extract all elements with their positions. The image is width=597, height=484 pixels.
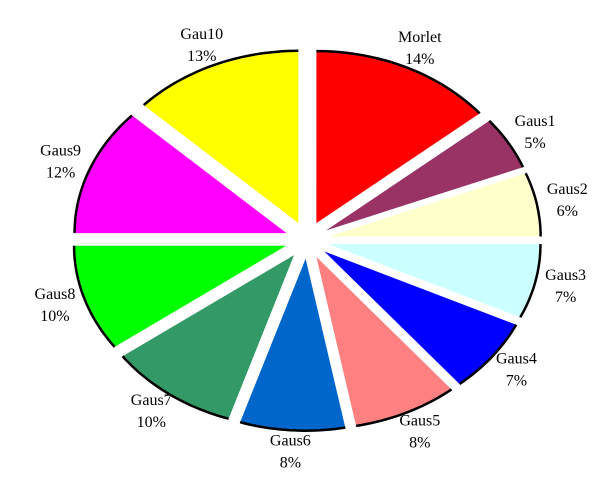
slice-label: Gau10 <box>180 26 223 43</box>
pie-slice <box>74 115 287 234</box>
pie-slice <box>316 256 452 426</box>
slice-edge <box>121 355 229 420</box>
slice-value-label: 7% <box>506 373 527 390</box>
slice-value-label: 8% <box>409 434 430 451</box>
slice-edge <box>316 49 481 115</box>
pie-slice <box>325 120 523 231</box>
slice-value-label: 5% <box>524 135 545 152</box>
slice-value-label: 6% <box>557 203 578 220</box>
pie-slice <box>122 255 295 419</box>
slice-edge <box>524 172 542 237</box>
pie-slice <box>324 251 517 384</box>
slice-edge <box>73 114 133 234</box>
slice-edge <box>72 245 116 348</box>
slice-value-label: 10% <box>137 414 166 431</box>
slice-label: Gaus7 <box>131 392 172 409</box>
pie-slice <box>74 245 287 347</box>
slice-value-label: 12% <box>46 165 75 182</box>
slice-edge <box>239 420 346 432</box>
slice-value-label: 7% <box>555 289 576 306</box>
slice-label: Gaus2 <box>547 181 588 198</box>
pie-slice <box>316 51 480 224</box>
slice-value-label: 10% <box>40 308 69 325</box>
pie-slice <box>143 50 299 223</box>
slice-edge <box>488 119 525 168</box>
slice-edge <box>458 324 518 386</box>
slice-label: Gaus8 <box>35 286 76 303</box>
slice-value-label: 8% <box>280 454 301 471</box>
slice-label: Morlet <box>398 29 442 46</box>
pie-slice <box>328 244 541 318</box>
slice-value-label: 14% <box>405 51 434 68</box>
slice-label: Gaus4 <box>496 351 537 368</box>
slice-label: Gaus5 <box>399 412 440 429</box>
pie-slice <box>240 258 346 431</box>
slice-value-label: 13% <box>187 48 216 65</box>
slice-label: Gaus1 <box>515 113 556 130</box>
slice-edge <box>519 244 542 318</box>
slice-edge <box>355 388 453 428</box>
pie-slice <box>328 173 541 237</box>
slice-edge <box>142 49 299 107</box>
slice-label: Gaus3 <box>545 267 586 284</box>
slice-label: Gaus6 <box>270 432 311 449</box>
slice-label: Gaus9 <box>40 143 81 160</box>
